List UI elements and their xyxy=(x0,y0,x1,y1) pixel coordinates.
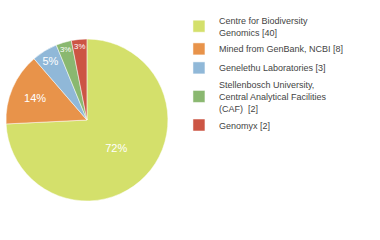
svg-text:Stellenbosch University,Centra: Stellenbosch University,Central Analytic… xyxy=(219,80,327,113)
svg-text:5%: 5% xyxy=(42,55,58,67)
svg-text:72%: 72% xyxy=(105,142,127,154)
svg-text:Centre for BiodiversityGenomic: Centre for BiodiversityGenomics [40] xyxy=(219,16,308,38)
svg-text:Mined from GenBank, NCBI [8]: Mined from GenBank, NCBI [8] xyxy=(219,44,343,54)
svg-text:Genelethu Laboratories [3]: Genelethu Laboratories [3] xyxy=(219,63,326,73)
svg-text:3%: 3% xyxy=(74,42,85,51)
svg-text:14%: 14% xyxy=(24,92,46,104)
svg-text:Genomyx [2]: Genomyx [2] xyxy=(219,121,270,131)
svg-text:3%: 3% xyxy=(60,45,71,54)
